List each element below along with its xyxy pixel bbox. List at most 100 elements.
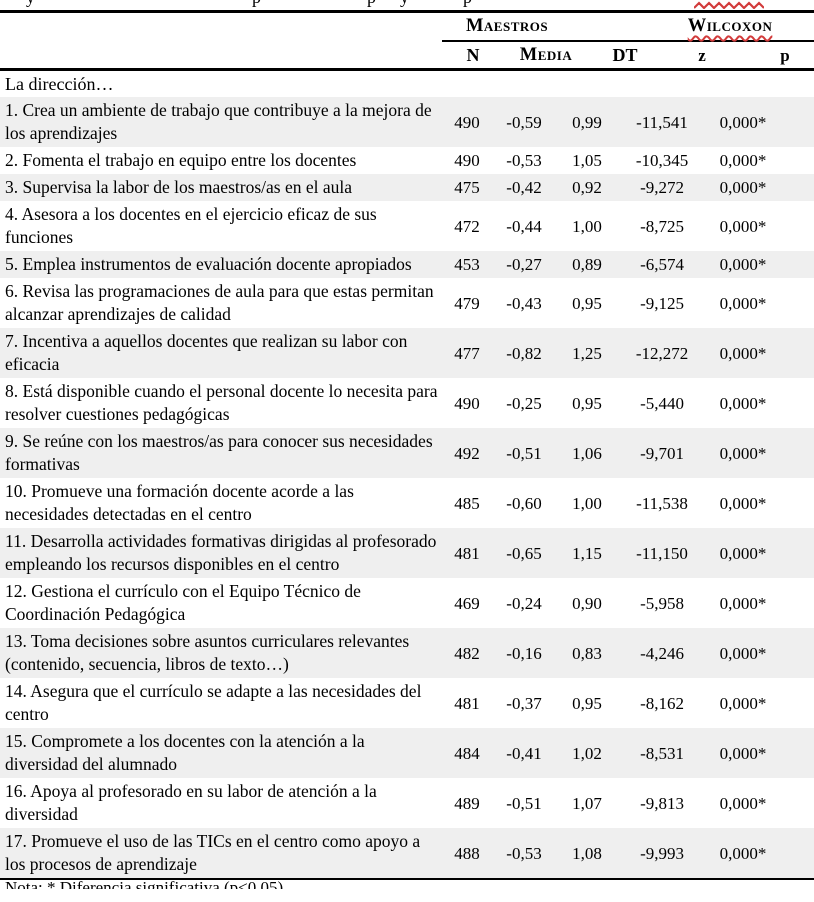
z-value: -8,162	[640, 693, 684, 713]
dt-value: 1,08	[556, 828, 619, 879]
p-value: 0,000*	[706, 728, 781, 778]
row-spacer	[780, 328, 814, 378]
row-spacer	[780, 378, 814, 428]
row-spacer	[780, 278, 814, 328]
item-text: 17. Promueve el uso de las TICs en el ce…	[0, 828, 442, 879]
dt-value: 0,95	[572, 293, 602, 313]
media-value: -0,16	[492, 628, 556, 678]
media-value: -0,24	[506, 593, 542, 613]
p-value: 0,000*	[706, 251, 781, 278]
item-text: 7. Incentiva a aquellos docentes que rea…	[0, 328, 442, 378]
row-spacer	[780, 174, 814, 201]
p-value: 0,000*	[719, 151, 767, 170]
row-spacer	[780, 578, 814, 628]
table-row: 6. Revisa las programaciones de aula par…	[0, 278, 814, 328]
table-row: 10. Promueve una formación docente acord…	[0, 478, 814, 528]
column-header-media: Media	[492, 41, 572, 71]
group-header-wilcoxon: Wilcoxon	[618, 11, 781, 42]
item-text: 3. Supervisa la labor de los maestros/as…	[0, 174, 442, 201]
row-spacer	[780, 428, 814, 478]
n-value: 488	[442, 828, 492, 879]
dt-value: 1,00	[572, 216, 602, 236]
media-value: -0,37	[506, 693, 542, 713]
group-header-spacer	[780, 11, 814, 42]
p-value: 0,000*	[706, 328, 781, 378]
table-row: 8. Está disponible cuando el personal do…	[0, 378, 814, 428]
dt-value: 1,05	[572, 151, 602, 170]
caption-fragment: p	[463, 0, 472, 8]
n-value: 482	[442, 628, 492, 678]
row-spacer	[780, 478, 814, 528]
media-value: -0,53	[492, 828, 556, 879]
table-row: 11. Desarrolla actividades formativas di…	[0, 528, 814, 578]
media-value: -0,60	[506, 493, 542, 513]
table-row: 14. Asegura que el currículo se adapte a…	[0, 678, 814, 728]
n-value: 481	[454, 693, 480, 713]
row-spacer	[780, 528, 814, 578]
item-text: 6. Revisa las programaciones de aula par…	[5, 281, 434, 324]
column-header-row: N Media DT z p	[0, 41, 814, 71]
section-row: La dirección…	[0, 70, 814, 98]
item-text: 16. Apoya al profesorado en su labor de …	[5, 781, 377, 824]
z-value: -8,531	[618, 728, 707, 778]
group-header-maestros: Maestros	[442, 11, 619, 42]
dt-value: 0,90	[572, 593, 602, 613]
media-value: -0,82	[492, 328, 556, 378]
z-value: -11,541	[618, 97, 707, 147]
section-label: La dirección…	[5, 74, 114, 94]
dt-value: 0,95	[572, 693, 602, 713]
media-value: -0,27	[492, 251, 556, 278]
item-text: 10. Promueve una formación docente acord…	[5, 481, 354, 524]
column-header-z: z	[618, 41, 707, 71]
column-header-dt: DT	[556, 41, 638, 71]
z-value: -9,701	[618, 428, 707, 478]
n-value: 472	[454, 216, 480, 236]
item-text: 8. Está disponible cuando el personal do…	[5, 381, 438, 424]
row-spacer	[780, 778, 814, 828]
dt-value: 1,07	[572, 793, 602, 813]
item-text: 2. Fomenta el trabajo en equipo entre lo…	[5, 150, 357, 170]
table-row: 13. Toma decisiones sobre asuntos curric…	[0, 628, 814, 678]
table-row: 3. Supervisa la labor de los maestros/as…	[0, 174, 814, 201]
row-spacer	[780, 828, 814, 879]
dt-value: 0,92	[556, 174, 619, 201]
n-value: 479	[454, 293, 480, 313]
row-spacer	[780, 728, 814, 778]
column-header-spacer	[780, 41, 814, 71]
n-value: 469	[454, 593, 480, 613]
item-text: 15. Compromete a los docentes con la ate…	[0, 728, 442, 778]
z-value: -4,246	[618, 628, 707, 678]
media-value: -0,42	[492, 174, 556, 201]
n-value: 477	[442, 328, 492, 378]
z-value: -5,958	[640, 593, 684, 613]
item-text: 1. Crea un ambiente de trabajo que contr…	[0, 97, 442, 147]
z-value: -8,725	[640, 216, 684, 236]
media-value: -0,59	[492, 97, 556, 147]
dt-value: 0,89	[556, 251, 619, 278]
media-value: -0,25	[506, 393, 542, 413]
table-row: 12. Gestiona el currículo con el Equipo …	[0, 578, 814, 628]
z-value: -5,440	[640, 393, 684, 413]
z-value: -6,574	[618, 251, 707, 278]
dt-value: 1,06	[556, 428, 619, 478]
table-row: 17. Promueve el uso de las TICs en el ce…	[0, 828, 814, 879]
z-value: -9,272	[618, 174, 707, 201]
caption-fragment: y	[400, 0, 409, 8]
media-value: -0,65	[492, 528, 556, 578]
media-value: -0,41	[492, 728, 556, 778]
item-text: 9. Se reúne con los maestros/as para con…	[0, 428, 442, 478]
p-value: 0,000*	[706, 828, 781, 879]
footnote-text: Nota: * Diferencia significativa (p<0,05…	[5, 880, 814, 889]
item-text: 12. Gestiona el currículo con el Equipo …	[5, 581, 361, 624]
item-text: 5. Emplea instrumentos de evaluación doc…	[0, 251, 442, 278]
n-value: 492	[442, 428, 492, 478]
dt-value: 0,99	[556, 97, 619, 147]
group-header-empty	[0, 12, 442, 42]
n-value: 453	[442, 251, 492, 278]
p-value: 0,000*	[706, 528, 781, 578]
row-spacer	[780, 251, 814, 278]
dt-value: 0,95	[572, 393, 602, 413]
column-header-n: N	[442, 41, 492, 71]
column-header-empty	[0, 41, 442, 71]
media-value: -0,44	[506, 216, 542, 236]
